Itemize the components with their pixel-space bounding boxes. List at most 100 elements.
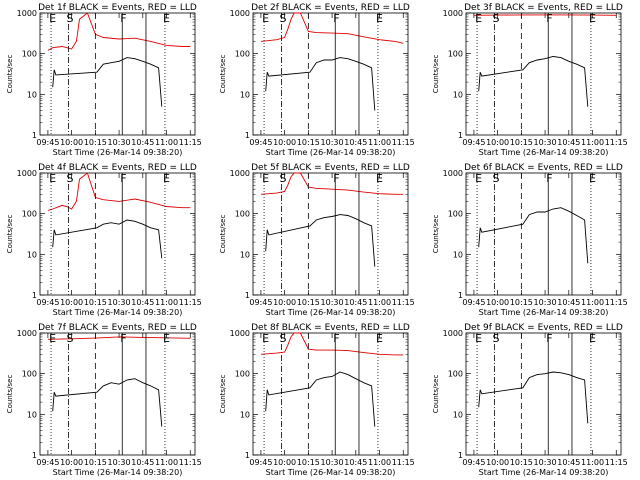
y-tick-label: 10	[453, 250, 463, 259]
y-tick-label: 100	[22, 210, 37, 219]
x-tick-label: 09:45	[249, 138, 272, 147]
x-axis-label: Start Time (26-Mar-14 09:38:20)	[53, 468, 183, 477]
event-marker-label: E	[163, 332, 170, 345]
panel-title: Det 1f BLACK = Events, RED = LLD	[38, 3, 197, 13]
x-axis-label: Start Time (26-Mar-14 09:38:20)	[53, 308, 183, 317]
y-tick-label: 1000	[443, 169, 463, 178]
x-tick-label: 10:30	[108, 138, 131, 147]
x-tick-label: 10:15	[510, 298, 533, 307]
lld-series-line	[47, 12, 191, 51]
lld-series-line	[47, 336, 191, 340]
panel-title: Det 8f BLACK = Events, RED = LLD	[251, 323, 410, 333]
event-marker-label: E	[49, 332, 56, 345]
plot-frame	[39, 12, 196, 136]
y-tick-label: 10	[240, 90, 250, 99]
y-tick-label: 1	[458, 131, 463, 140]
event-marker-label: E	[163, 172, 170, 185]
x-tick-label: 10:15	[297, 458, 320, 467]
y-tick-label: 1	[245, 291, 250, 300]
x-tick-label: 10:45	[344, 458, 367, 467]
event-marker-label: E	[262, 172, 269, 185]
x-tick-label: 11:00	[155, 298, 178, 307]
event-marker-label: S	[279, 172, 286, 185]
x-tick-label: 09:45	[462, 298, 485, 307]
x-tick-label: 10:45	[557, 298, 580, 307]
x-tick-label: 10:00	[60, 458, 83, 467]
x-tick-label: 10:15	[84, 458, 107, 467]
y-tick-label: 1000	[17, 169, 37, 178]
x-tick-label: 10:00	[273, 458, 296, 467]
event-marker-label: F	[546, 172, 552, 185]
x-axis-label: Start Time (26-Mar-14 09:38:20)	[479, 468, 609, 477]
x-tick-label: 11:00	[155, 138, 178, 147]
panel-title: Det 3f BLACK = Events, RED = LLD	[464, 3, 623, 13]
x-tick-label: 11:15	[605, 138, 628, 147]
y-tick-label: 1	[245, 451, 250, 460]
y-tick-label: 100	[235, 370, 250, 379]
y-axis-label: Counts/sec	[432, 215, 440, 254]
x-axis-label: Start Time (26-Mar-14 09:38:20)	[266, 468, 396, 477]
x-tick-label: 10:30	[321, 138, 344, 147]
y-tick-label: 1000	[230, 9, 250, 18]
event-marker-label: S	[279, 332, 286, 345]
event-marker-label: E	[376, 332, 383, 345]
event-marker-label: S	[66, 332, 73, 345]
y-axis-label: Counts/sec	[219, 375, 227, 414]
event-marker-label: F	[120, 332, 126, 345]
y-tick-label: 1	[245, 131, 250, 140]
y-axis-label: Counts/sec	[219, 215, 227, 254]
y-axis-label: Counts/sec	[432, 375, 440, 414]
y-tick-label: 100	[22, 370, 37, 379]
x-tick-label: 10:45	[131, 458, 154, 467]
y-axis-label: Counts/sec	[6, 375, 14, 414]
x-tick-label: 11:15	[179, 138, 202, 147]
x-tick-label: 11:15	[179, 298, 202, 307]
detector-panel-4: Det 4f BLACK = Events, RED = LLD 1 10 100 10…	[6, 163, 202, 317]
detector-panel-5: Det 5f BLACK = Events, RED = LLD 1 10 100 10…	[219, 163, 415, 317]
event-marker-label: E	[262, 12, 269, 25]
x-tick-label: 11:15	[392, 458, 415, 467]
x-tick-label: 10:00	[60, 298, 83, 307]
lld-series-line	[47, 172, 191, 211]
event-marker-label: F	[333, 332, 339, 345]
y-tick-label: 10	[453, 410, 463, 419]
event-marker-label: E	[475, 332, 482, 345]
x-tick-label: 10:00	[273, 138, 296, 147]
y-tick-label: 1000	[443, 329, 463, 338]
events-series-line	[265, 214, 376, 267]
x-tick-label: 10:30	[108, 298, 131, 307]
x-axis-label: Start Time (26-Mar-14 09:38:20)	[53, 148, 183, 157]
event-marker-label: S	[492, 332, 499, 345]
x-tick-label: 10:15	[510, 138, 533, 147]
event-marker-label: E	[163, 12, 170, 25]
y-tick-label: 1000	[17, 329, 37, 338]
y-tick-label: 1	[32, 131, 37, 140]
x-tick-label: 10:45	[557, 458, 580, 467]
x-axis-label: Start Time (26-Mar-14 09:38:20)	[479, 308, 609, 317]
y-tick-label: 1000	[230, 169, 250, 178]
panel-title: Det 4f BLACK = Events, RED = LLD	[38, 163, 197, 173]
x-tick-label: 10:00	[486, 138, 509, 147]
y-tick-label: 1000	[17, 9, 37, 18]
x-tick-label: 09:45	[249, 458, 272, 467]
panel-title: Det 7f BLACK = Events, RED = LLD	[38, 323, 197, 333]
x-tick-label: 10:30	[321, 458, 344, 467]
y-tick-label: 1	[32, 291, 37, 300]
y-axis-label: Counts/sec	[6, 55, 14, 94]
x-tick-label: 10:45	[131, 138, 154, 147]
x-tick-label: 11:00	[368, 138, 391, 147]
y-tick-label: 10	[240, 410, 250, 419]
panel-title: Det 9f BLACK = Events, RED = LLD	[464, 323, 623, 333]
plot-frame	[39, 172, 196, 296]
x-tick-label: 10:30	[321, 298, 344, 307]
event-marker-label: S	[492, 12, 499, 25]
event-marker-label: S	[66, 12, 73, 25]
x-tick-label: 10:15	[84, 138, 107, 147]
x-tick-label: 10:00	[486, 298, 509, 307]
x-tick-label: 10:15	[84, 298, 107, 307]
x-tick-label: 10:45	[344, 298, 367, 307]
event-marker-label: E	[475, 12, 482, 25]
x-tick-label: 09:45	[249, 298, 272, 307]
y-tick-label: 1000	[443, 9, 463, 18]
event-marker-label: E	[589, 12, 596, 25]
